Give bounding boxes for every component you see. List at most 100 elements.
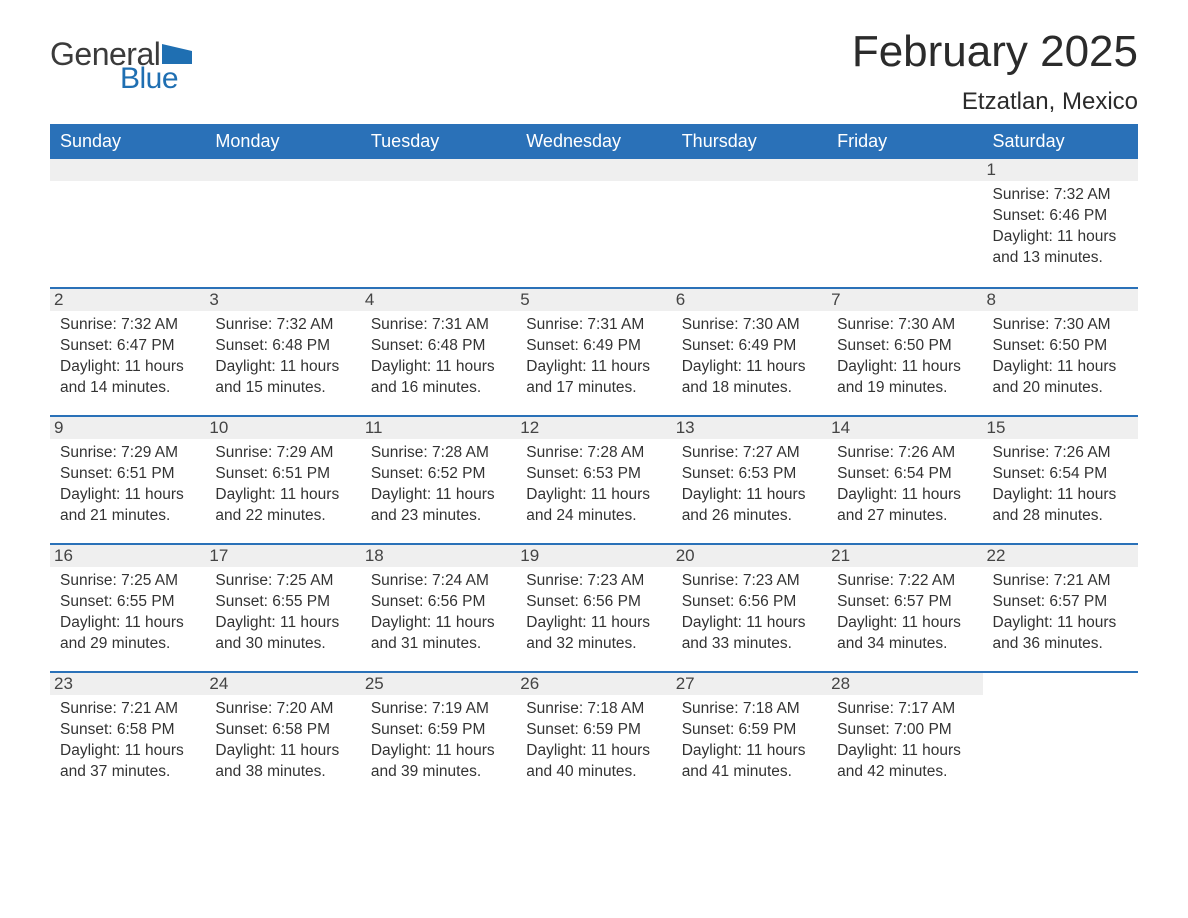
day-cell: [983, 673, 1138, 799]
daylight-line: Daylight: 11 hours and 16 minutes.: [367, 357, 510, 399]
day-number: 24: [209, 673, 228, 696]
location-label: Etzatlan, Mexico: [852, 88, 1138, 116]
day-number-bar: 12: [516, 417, 671, 439]
day-number: 27: [676, 673, 695, 696]
day-cell: [205, 159, 360, 287]
sunset-line: Sunset: 6:56 PM: [678, 592, 821, 613]
month-title: February 2025: [852, 30, 1138, 74]
flag-icon: [162, 44, 192, 64]
day-cell: 1Sunrise: 7:32 AMSunset: 6:46 PMDaylight…: [983, 159, 1138, 287]
day-cell: 25Sunrise: 7:19 AMSunset: 6:59 PMDayligh…: [361, 673, 516, 799]
day-number: 10: [209, 417, 228, 440]
sunset-line: Sunset: 6:53 PM: [678, 464, 821, 485]
sunset-line: Sunset: 6:59 PM: [367, 720, 510, 741]
sunset-line: Sunset: 6:58 PM: [56, 720, 199, 741]
day-cell: 10Sunrise: 7:29 AMSunset: 6:51 PMDayligh…: [205, 417, 360, 543]
weekday-header: Tuesday: [361, 124, 516, 159]
day-number-bar: 21: [827, 545, 982, 567]
sunrise-line: Sunrise: 7:28 AM: [522, 443, 665, 464]
day-number: 12: [520, 417, 539, 440]
daylight-line: Daylight: 11 hours and 42 minutes.: [833, 741, 976, 783]
day-number-bar: 9: [50, 417, 205, 439]
week-row: 23Sunrise: 7:21 AMSunset: 6:58 PMDayligh…: [50, 671, 1138, 799]
daylight-line: Daylight: 11 hours and 15 minutes.: [211, 357, 354, 399]
sunset-line: Sunset: 6:46 PM: [989, 206, 1132, 227]
day-number-bar: [516, 159, 671, 181]
day-cell: 19Sunrise: 7:23 AMSunset: 6:56 PMDayligh…: [516, 545, 671, 671]
daylight-line: Daylight: 11 hours and 18 minutes.: [678, 357, 821, 399]
day-cell: 3Sunrise: 7:32 AMSunset: 6:48 PMDaylight…: [205, 289, 360, 415]
sunrise-line: Sunrise: 7:25 AM: [56, 571, 199, 592]
day-number-bar: 2: [50, 289, 205, 311]
day-cell: 7Sunrise: 7:30 AMSunset: 6:50 PMDaylight…: [827, 289, 982, 415]
day-number-bar: [361, 159, 516, 181]
sunrise-line: Sunrise: 7:32 AM: [56, 315, 199, 336]
day-cell: [672, 159, 827, 287]
day-number: 14: [831, 417, 850, 440]
day-number-bar: 6: [672, 289, 827, 311]
day-cell: 16Sunrise: 7:25 AMSunset: 6:55 PMDayligh…: [50, 545, 205, 671]
day-number: 28: [831, 673, 850, 696]
day-number: 15: [987, 417, 1006, 440]
day-cell: 14Sunrise: 7:26 AMSunset: 6:54 PMDayligh…: [827, 417, 982, 543]
sunrise-line: Sunrise: 7:31 AM: [522, 315, 665, 336]
sunrise-line: Sunrise: 7:23 AM: [522, 571, 665, 592]
sunset-line: Sunset: 6:49 PM: [522, 336, 665, 357]
day-number-bar: 14: [827, 417, 982, 439]
day-cell: 18Sunrise: 7:24 AMSunset: 6:56 PMDayligh…: [361, 545, 516, 671]
sunset-line: Sunset: 6:55 PM: [56, 592, 199, 613]
day-number: 5: [520, 289, 529, 312]
daylight-line: Daylight: 11 hours and 14 minutes.: [56, 357, 199, 399]
day-number-bar: 28: [827, 673, 982, 695]
sunset-line: Sunset: 6:55 PM: [211, 592, 354, 613]
day-number: 17: [209, 545, 228, 568]
day-number-bar: [827, 159, 982, 181]
daylight-line: Daylight: 11 hours and 38 minutes.: [211, 741, 354, 783]
weekday-header: Monday: [205, 124, 360, 159]
day-number: 23: [54, 673, 73, 696]
brand-logo: General Blue: [50, 30, 192, 94]
day-number: 20: [676, 545, 695, 568]
day-cell: 23Sunrise: 7:21 AMSunset: 6:58 PMDayligh…: [50, 673, 205, 799]
day-number: 13: [676, 417, 695, 440]
sunset-line: Sunset: 6:53 PM: [522, 464, 665, 485]
day-cell: 28Sunrise: 7:17 AMSunset: 7:00 PMDayligh…: [827, 673, 982, 799]
sunrise-line: Sunrise: 7:20 AM: [211, 699, 354, 720]
day-cell: 9Sunrise: 7:29 AMSunset: 6:51 PMDaylight…: [50, 417, 205, 543]
day-number: 6: [676, 289, 685, 312]
day-cell: 24Sunrise: 7:20 AMSunset: 6:58 PMDayligh…: [205, 673, 360, 799]
day-number-bar: [983, 673, 1138, 695]
daylight-line: Daylight: 11 hours and 30 minutes.: [211, 613, 354, 655]
sunrise-line: Sunrise: 7:27 AM: [678, 443, 821, 464]
daylight-line: Daylight: 11 hours and 13 minutes.: [989, 227, 1132, 269]
sunset-line: Sunset: 6:56 PM: [367, 592, 510, 613]
day-cell: 12Sunrise: 7:28 AMSunset: 6:53 PMDayligh…: [516, 417, 671, 543]
daylight-line: Daylight: 11 hours and 31 minutes.: [367, 613, 510, 655]
sunrise-line: Sunrise: 7:23 AM: [678, 571, 821, 592]
day-number-bar: 24: [205, 673, 360, 695]
sunset-line: Sunset: 6:47 PM: [56, 336, 199, 357]
day-number: 16: [54, 545, 73, 568]
day-number: 2: [54, 289, 63, 312]
sunrise-line: Sunrise: 7:26 AM: [989, 443, 1132, 464]
day-number: 4: [365, 289, 374, 312]
daylight-line: Daylight: 11 hours and 27 minutes.: [833, 485, 976, 527]
sunset-line: Sunset: 6:52 PM: [367, 464, 510, 485]
week-row: 1Sunrise: 7:32 AMSunset: 6:46 PMDaylight…: [50, 159, 1138, 287]
daylight-line: Daylight: 11 hours and 22 minutes.: [211, 485, 354, 527]
day-cell: 6Sunrise: 7:30 AMSunset: 6:49 PMDaylight…: [672, 289, 827, 415]
week-row: 16Sunrise: 7:25 AMSunset: 6:55 PMDayligh…: [50, 543, 1138, 671]
daylight-line: Daylight: 11 hours and 37 minutes.: [56, 741, 199, 783]
day-cell: 20Sunrise: 7:23 AMSunset: 6:56 PMDayligh…: [672, 545, 827, 671]
sunrise-line: Sunrise: 7:24 AM: [367, 571, 510, 592]
calendar: SundayMondayTuesdayWednesdayThursdayFrid…: [50, 124, 1138, 799]
sunrise-line: Sunrise: 7:28 AM: [367, 443, 510, 464]
day-number-bar: 10: [205, 417, 360, 439]
day-number-bar: 23: [50, 673, 205, 695]
sunrise-line: Sunrise: 7:21 AM: [989, 571, 1132, 592]
day-cell: [516, 159, 671, 287]
day-cell: 2 Sunrise: 7:32 AMSunset: 6:47 PMDaylight…: [50, 289, 205, 415]
sunset-line: Sunset: 6:54 PM: [833, 464, 976, 485]
day-cell: 21Sunrise: 7:22 AMSunset: 6:57 PMDayligh…: [827, 545, 982, 671]
day-number-bar: 7: [827, 289, 982, 311]
